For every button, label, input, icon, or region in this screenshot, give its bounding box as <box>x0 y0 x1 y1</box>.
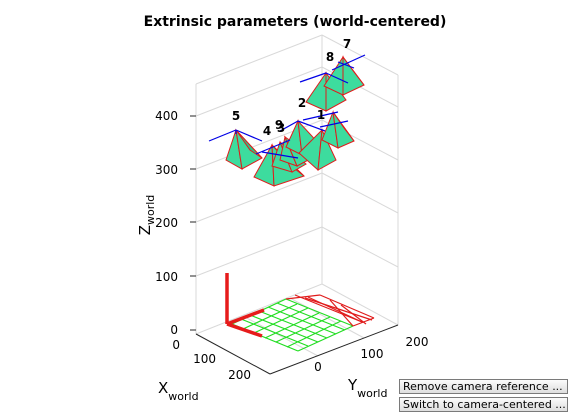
remove-camera-reference-button[interactable]: Remove camera reference ... <box>399 379 568 394</box>
z-tick-400: 400 <box>155 109 178 123</box>
z-tick-300: 300 <box>155 163 178 177</box>
camera-label-5: 5 <box>232 109 240 123</box>
camera-label-2: 2 <box>298 96 306 110</box>
z-tick-marks <box>190 115 196 331</box>
y-axis-ticks: 0 100 200 <box>314 335 428 374</box>
axis-lines <box>195 324 399 375</box>
y-axis-label: Yworld <box>347 376 387 400</box>
y-tick-0: 0 <box>314 360 322 374</box>
z-axis-label: Zworld <box>136 195 157 236</box>
camera-label-3: 3 <box>277 121 285 135</box>
x-axis-label: Xworld <box>158 379 199 403</box>
x-tick-100: 100 <box>193 352 216 366</box>
switch-to-camera-centered-button[interactable]: Switch to camera-centered ... <box>399 397 568 412</box>
y-tick-200: 200 <box>406 335 429 349</box>
camera-label-7: 7 <box>343 37 351 51</box>
z-axis-ticks: 0 100 200 300 400 <box>155 109 178 337</box>
camera-5 <box>225 128 263 170</box>
camera-1 <box>298 110 355 172</box>
y-tick-100: 100 <box>361 347 384 361</box>
z-tick-200: 200 <box>155 216 178 230</box>
camera-label-9: 9 <box>275 118 283 132</box>
z-tick-100: 100 <box>155 270 178 284</box>
x-tick-200: 200 <box>228 368 251 382</box>
camera-pyramids <box>225 55 365 187</box>
camera-axes <box>208 54 366 159</box>
z-tick-0: 0 <box>170 323 178 337</box>
camera-label-4: 4 <box>263 124 271 138</box>
x-axis-ticks: 0 100 200 <box>172 338 251 382</box>
world-axes <box>225 273 265 338</box>
x-tick-0: 0 <box>172 338 180 352</box>
camera-label-8: 8 <box>326 50 334 64</box>
camera-label-1: 1 <box>317 108 325 122</box>
camera-labels: 1 2 3 4 5 7 8 9 <box>232 37 351 138</box>
figure-title: Extrinsic parameters (world-centered) <box>144 14 447 30</box>
